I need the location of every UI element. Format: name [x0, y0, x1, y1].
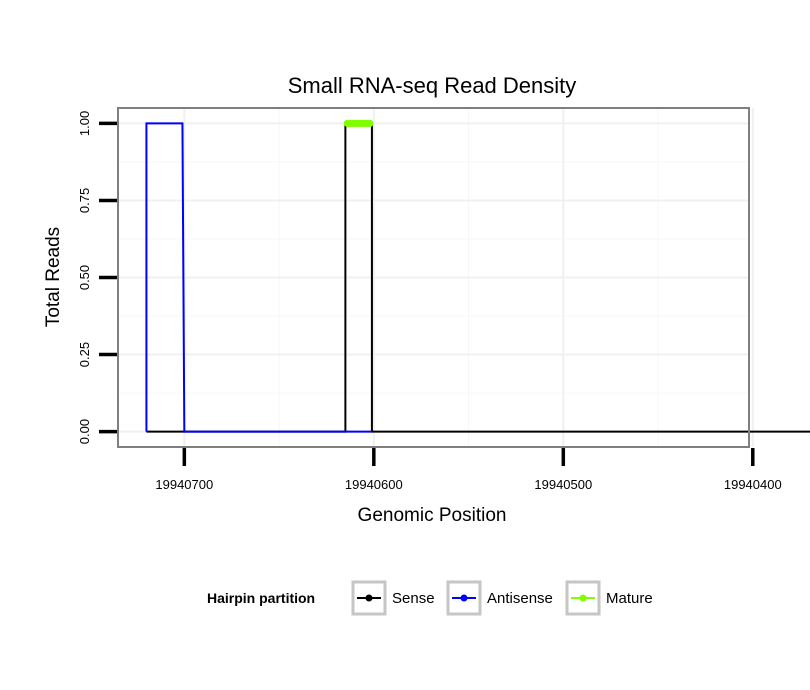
y-tick-label: 1.00 [77, 111, 92, 136]
chart-title: Small RNA-seq Read Density [288, 73, 577, 98]
legend-item-mature: Mature [565, 580, 653, 616]
x-axis: 19940700 19940600 19940500 19940400 [155, 448, 782, 492]
legend: Hairpin partition Sense Antisense Mature [207, 580, 653, 616]
y-tick-label: 0.25 [77, 342, 92, 367]
legend-point-sense [365, 594, 373, 602]
x-tick-label: 19940500 [534, 477, 592, 492]
x-tick-label: 19940400 [724, 477, 782, 492]
series-layer [145, 119, 810, 433]
legend-title: Hairpin partition [207, 590, 315, 606]
x-tick-label: 19940700 [155, 477, 213, 492]
panel-border [117, 107, 750, 448]
legend-label-antisense: Antisense [487, 590, 553, 607]
legend-item-antisense: Antisense [446, 580, 553, 616]
legend-point-antisense [460, 594, 468, 602]
x-axis-title: Genomic Position [358, 505, 507, 526]
grid [118, 108, 754, 447]
y-axis-title: Total Reads [43, 227, 64, 327]
legend-point-mature [579, 594, 587, 602]
legend-label-sense: Sense [392, 590, 435, 607]
legend-item-sense: Sense [351, 580, 435, 616]
y-axis: 0.00 0.25 0.50 0.75 1.00 [77, 111, 117, 444]
series-line-antisense [145, 122, 372, 433]
y-tick-label: 0.75 [77, 188, 92, 213]
y-tick-label: 0.50 [77, 265, 92, 290]
legend-label-mature: Mature [606, 590, 653, 607]
y-tick-label: 0.00 [77, 419, 92, 444]
x-tick-label: 19940600 [345, 477, 403, 492]
